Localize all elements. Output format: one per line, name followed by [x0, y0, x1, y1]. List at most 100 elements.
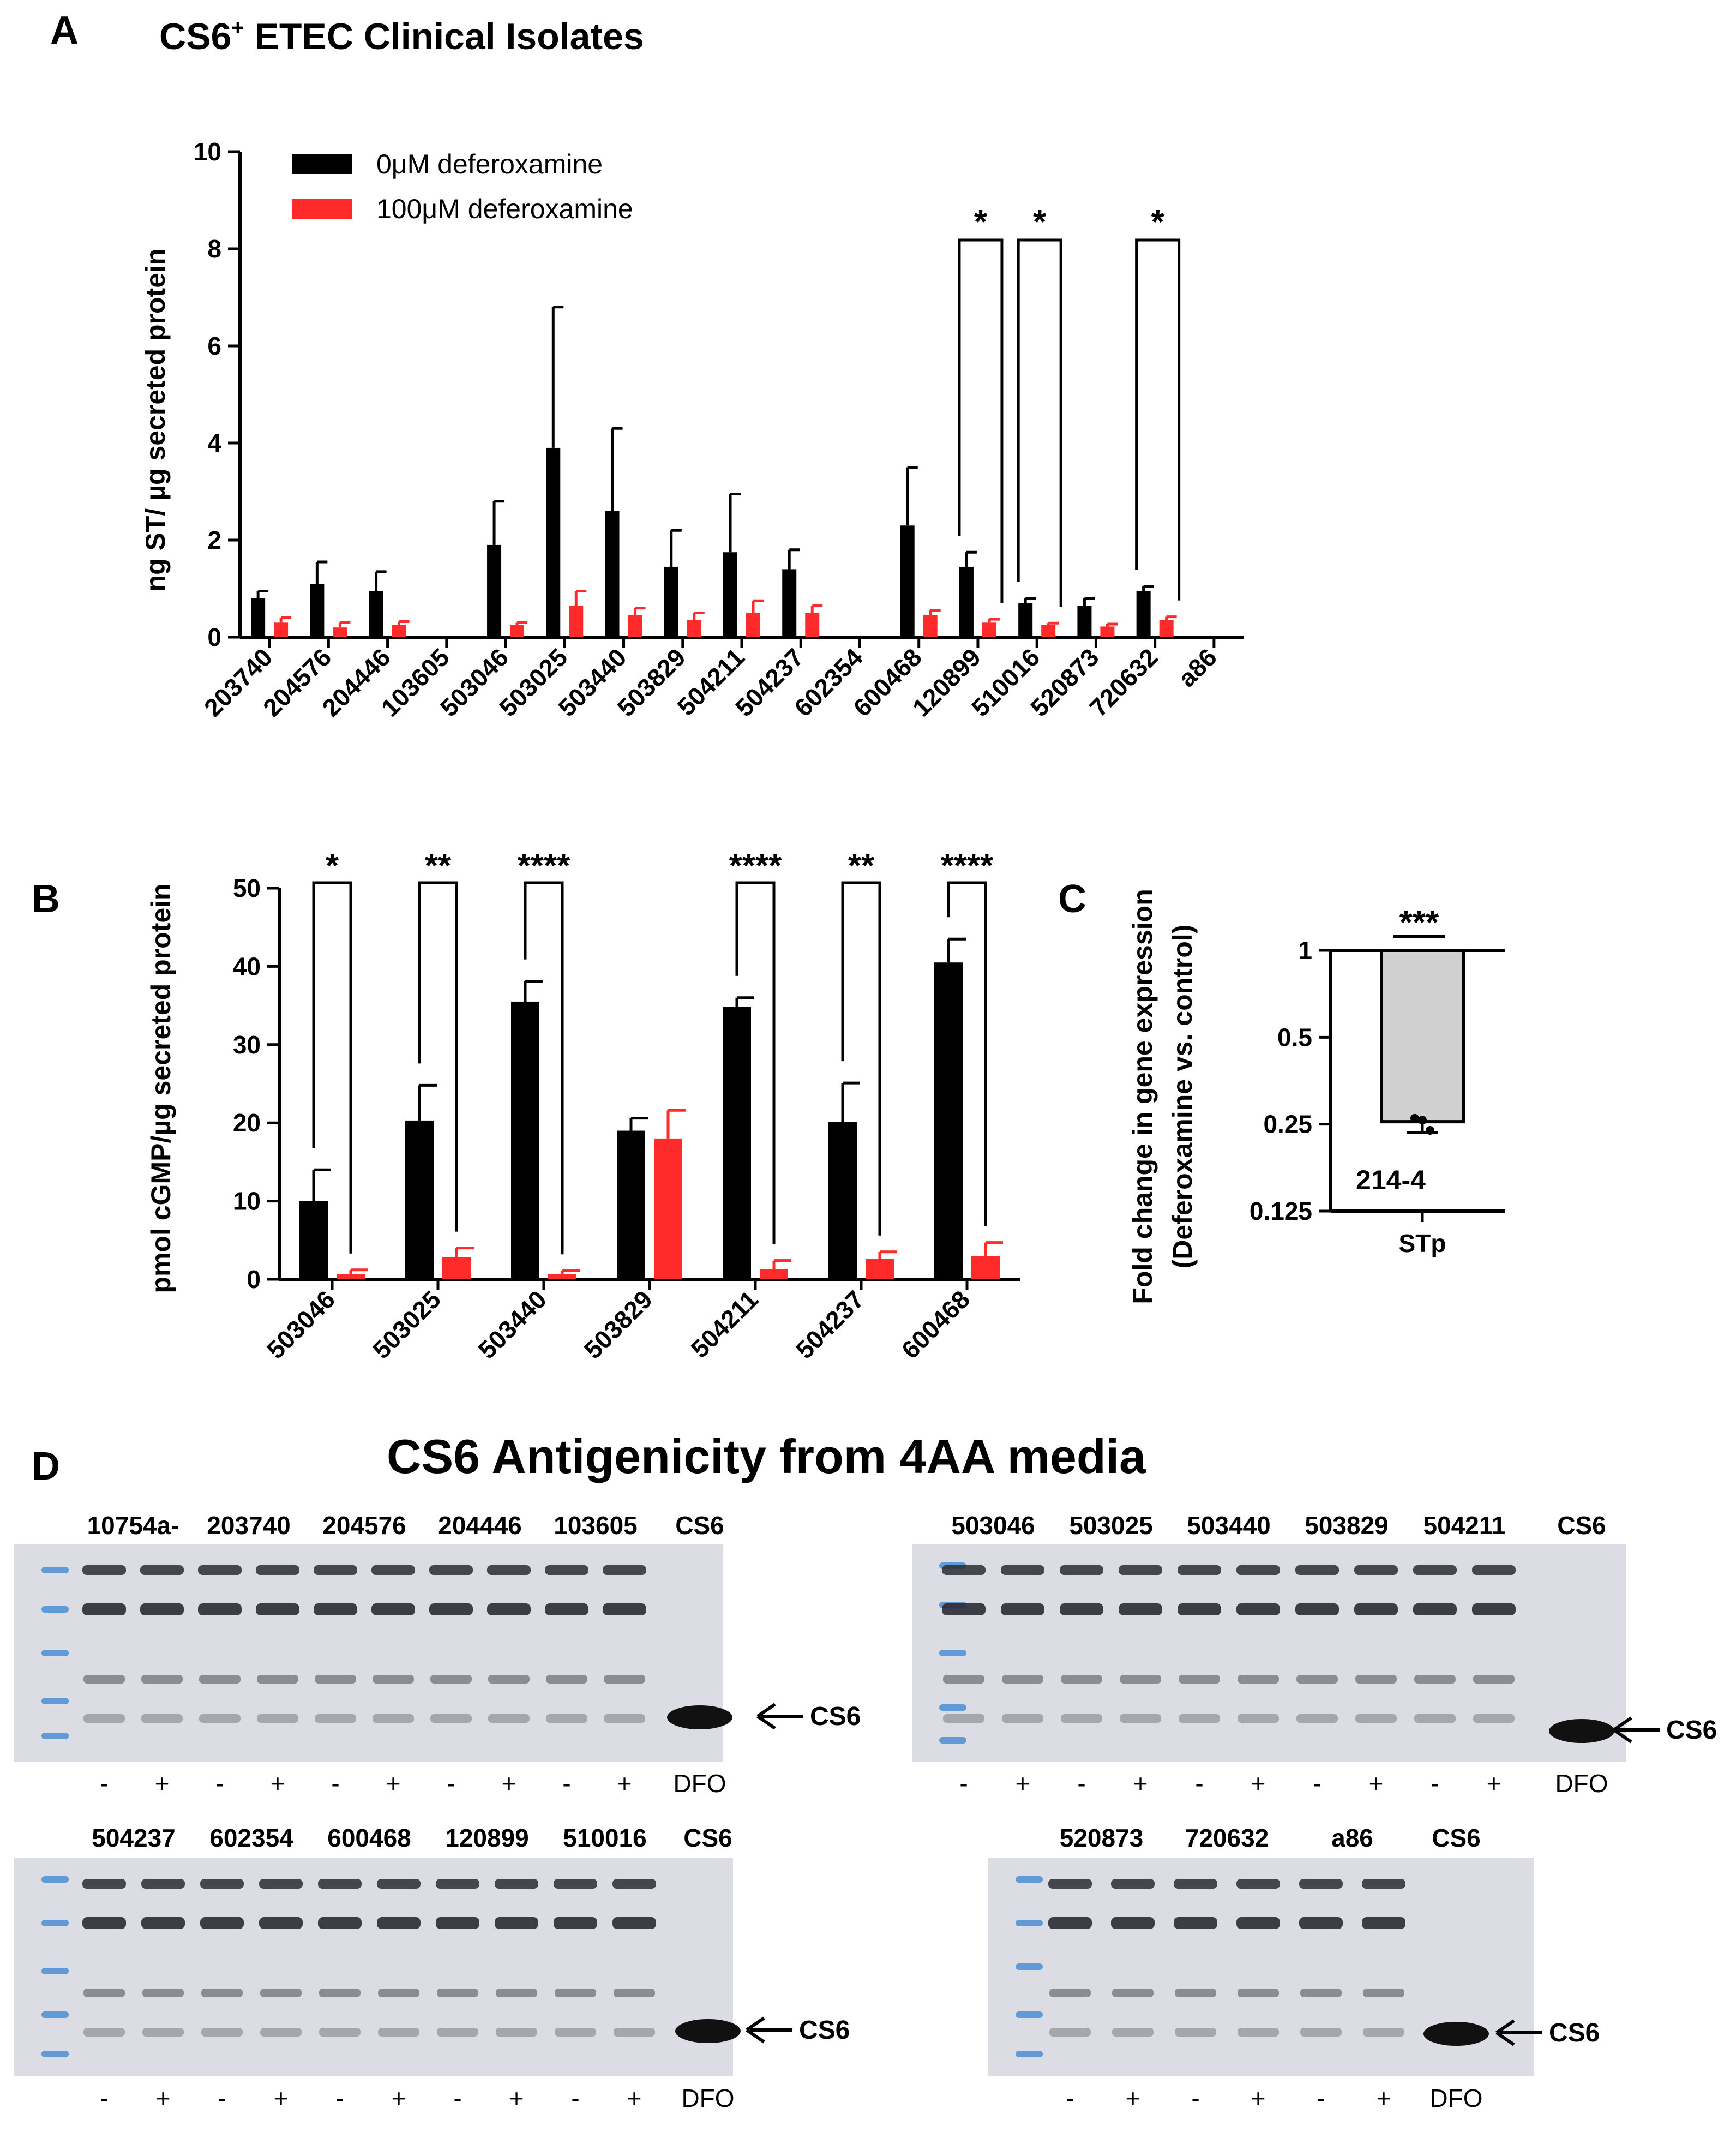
gel-lane-label: 503440 [1187, 1511, 1271, 1540]
gel-sign: - [1431, 1769, 1439, 1798]
gel-3: - + - + - + - + - + DFO 504237 602354 600468 120899 510… [14, 1824, 850, 2112]
protein-band [141, 1714, 183, 1723]
protein-band [1363, 2028, 1404, 2037]
gel-lane-label: 204576 [322, 1511, 406, 1540]
bar-100uM [442, 1257, 471, 1279]
gel-sign: + [1133, 1769, 1148, 1798]
protein-band [1473, 1675, 1515, 1684]
protein-band [1112, 2028, 1154, 2037]
panel-a-bars [251, 306, 1210, 637]
protein-band [1236, 1565, 1280, 1575]
gel-sign-dfo: DFO [1555, 1769, 1608, 1798]
protein-band [546, 1714, 587, 1723]
gel-sign: + [271, 1769, 285, 1798]
protein-band [314, 1565, 357, 1575]
protein-band [259, 1879, 303, 1889]
cs6-standard-band [1549, 1719, 1614, 1743]
protein-band [82, 1565, 126, 1575]
gel-sign: - [215, 1769, 224, 1798]
protein-band [198, 1565, 242, 1575]
protein-band [1111, 1917, 1155, 1929]
bar-0uM [546, 447, 561, 637]
y-tick-label: 50 [233, 874, 261, 902]
bar-100uM [923, 615, 938, 637]
ladder-band [41, 1698, 69, 1704]
sig-marker: * [1033, 203, 1047, 241]
protein-band [319, 1989, 361, 1997]
protein-band [141, 1917, 185, 1929]
protein-band [256, 1565, 299, 1575]
protein-band [603, 1603, 646, 1615]
bar-0uM [841, 636, 856, 637]
gel-sign: + [1487, 1769, 1501, 1798]
y-tick-label: 20 [233, 1109, 261, 1137]
gel-sign: + [1369, 1769, 1384, 1798]
y-tick-label: 4 [207, 429, 221, 457]
protein-band [430, 1675, 472, 1684]
bar-100uM [654, 1138, 682, 1279]
protein-band [1061, 1714, 1102, 1723]
gel-sign: - [100, 2084, 108, 2112]
gel-sign: - [447, 1769, 455, 1798]
bar-100uM [337, 1273, 365, 1279]
protein-band [199, 1675, 241, 1684]
protein-band [1049, 1989, 1091, 1997]
legend-label-0: 0μM deferoxamine [376, 149, 603, 179]
protein-band [1001, 1603, 1044, 1615]
gel-lane-label: 103605 [554, 1511, 638, 1540]
protein-band [496, 1989, 537, 1997]
ladder-band [41, 1650, 69, 1656]
gel-lane-label: CS6 [1432, 1824, 1480, 1852]
protein-band [495, 1879, 538, 1889]
protein-band [1300, 1989, 1342, 1997]
gel-sign: - [959, 1769, 968, 1798]
protein-band [1048, 1917, 1092, 1929]
protein-band [603, 1565, 646, 1575]
protein-band [1060, 1603, 1103, 1615]
protein-band [555, 2028, 596, 2037]
gel-lane-label: CS6 [1557, 1511, 1606, 1540]
protein-band [943, 1675, 984, 1684]
protein-band [1354, 1565, 1398, 1575]
protein-band [1236, 1603, 1280, 1615]
panel-c-y-axis: 1 0.5 0.25 0.125 [1250, 936, 1505, 1225]
protein-band [141, 1675, 183, 1684]
ladder-band [41, 1920, 69, 1926]
ladder-band [1016, 2011, 1043, 2018]
replicate-point [1418, 1116, 1427, 1125]
protein-band [942, 1565, 986, 1575]
bar-0uM [511, 1001, 539, 1279]
protein-band [1174, 1879, 1217, 1889]
protein-band [1236, 1917, 1280, 1929]
protein-band [1179, 1675, 1220, 1684]
sig-marker: **** [941, 847, 994, 885]
bar-100uM [274, 622, 289, 637]
protein-band [1120, 1714, 1161, 1723]
protein-band [141, 1879, 185, 1889]
protein-band [429, 1565, 473, 1575]
bar-100uM [548, 1273, 576, 1279]
protein-band [1175, 1989, 1216, 1997]
gel-sign: - [571, 2084, 579, 2112]
gel-sign: + [155, 1769, 170, 1798]
protein-band [555, 1989, 596, 1997]
panel-c-y-axis-label-line1: Fold change in gene expression [1127, 889, 1158, 1304]
protein-band [318, 1917, 362, 1929]
sig-marker: ** [425, 847, 452, 885]
bar-100uM [687, 620, 701, 637]
gel-sign: + [502, 1769, 516, 1798]
gel-lane-label: 503046 [951, 1511, 1035, 1540]
protein-band [260, 1989, 302, 1997]
protein-band [319, 2028, 361, 2037]
gel-sign: - [1191, 2084, 1199, 2112]
sig-bracket [735, 881, 776, 1244]
gel-sign: + [627, 2084, 642, 2112]
protein-band [1238, 2028, 1279, 2037]
protein-band [614, 1989, 655, 1997]
gel-4: - + - + - + DFO 520873 720632 a86 CS6 CS6 [988, 1824, 1600, 2112]
bar-0uM [828, 1122, 857, 1279]
protein-band [199, 1714, 241, 1723]
protein-band [1296, 1714, 1338, 1723]
protein-band [1120, 1675, 1161, 1684]
protein-band [545, 1603, 588, 1615]
